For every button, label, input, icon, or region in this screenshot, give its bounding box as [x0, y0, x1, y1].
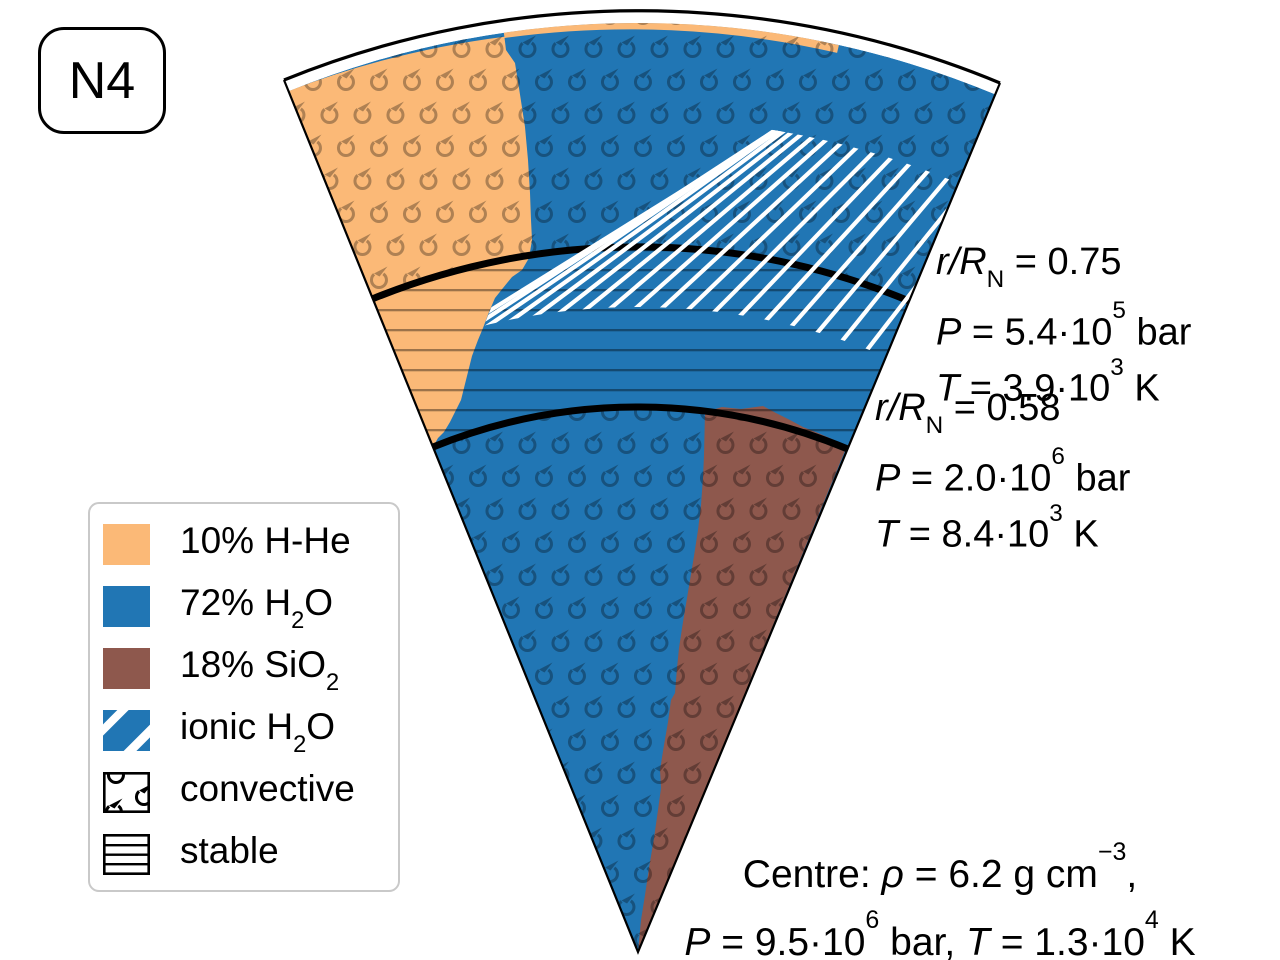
legend: 10% H-He 72% H2O 18% SiO2 ionic H2O	[88, 502, 400, 892]
legend-label: 18% SiO2	[180, 643, 340, 697]
legend-item-stable: stable	[90, 823, 398, 885]
legend-item-h2o: 72% H2O	[90, 575, 398, 637]
annotation-line: Centre: ρ = 6.2 g cm−3,	[742, 838, 1138, 896]
wedge-outline	[282, 9, 1002, 955]
swatch-sio2	[103, 647, 150, 689]
annotation-centre: Centre: ρ = 6.2 g cm−3, P = 9.5·106 bar,…	[600, 836, 1280, 960]
annotation-r075: r/RN = 0.75 P = 5.4·105 bar T = 3.9·103 …	[936, 238, 1191, 413]
swatch-hhe	[103, 523, 150, 565]
annotation-line: T = 3.9·103 K	[936, 353, 1160, 410]
legend-label: ionic H2O	[180, 705, 336, 759]
legend-label: 72% H2O	[180, 581, 334, 635]
wedge-outline-sides	[282, 79, 1002, 955]
annotation-line: P = 2.0·106 bar	[875, 442, 1131, 500]
convective-inner-zone	[433, 407, 848, 952]
rotation-arrow-icon	[103, 771, 150, 813]
panel-label: N4	[68, 51, 136, 110]
legend-label: convective	[180, 767, 355, 809]
legend-label: stable	[180, 829, 279, 871]
boundary-arc-058	[431, 403, 849, 453]
annotation-line: P = 5.4·105 bar	[936, 296, 1192, 354]
annotation-r058: r/RN = 0.58 P = 2.0·106 bar T = 8.4·103 …	[875, 384, 1130, 559]
legend-item-ionic: ionic H2O	[90, 699, 398, 761]
legend-item-sio2: 18% SiO2	[90, 637, 398, 699]
stable-zone	[372, 246, 909, 449]
panel-label-box: N4	[38, 27, 166, 134]
wedge-outline-surface-arc	[283, 9, 1001, 85]
annotation-line: T = 8.4·103 K	[875, 499, 1099, 556]
composition-regions	[288, 22, 995, 952]
stable-lines-icon	[103, 833, 150, 875]
annotation-line: P = 9.5·106 bar, T = 1.3·104 K	[684, 906, 1196, 960]
swatch-ionic-hatch	[103, 709, 150, 751]
legend-item-hhe: 10% H-He	[90, 513, 398, 575]
swatch-h2o	[103, 585, 150, 627]
legend-label: 10% H-He	[180, 519, 351, 561]
annotation-line: r/RN = 0.58	[875, 387, 1061, 440]
legend-item-convective: convective	[90, 761, 398, 823]
annotation-line: r/RN = 0.75	[936, 241, 1122, 294]
